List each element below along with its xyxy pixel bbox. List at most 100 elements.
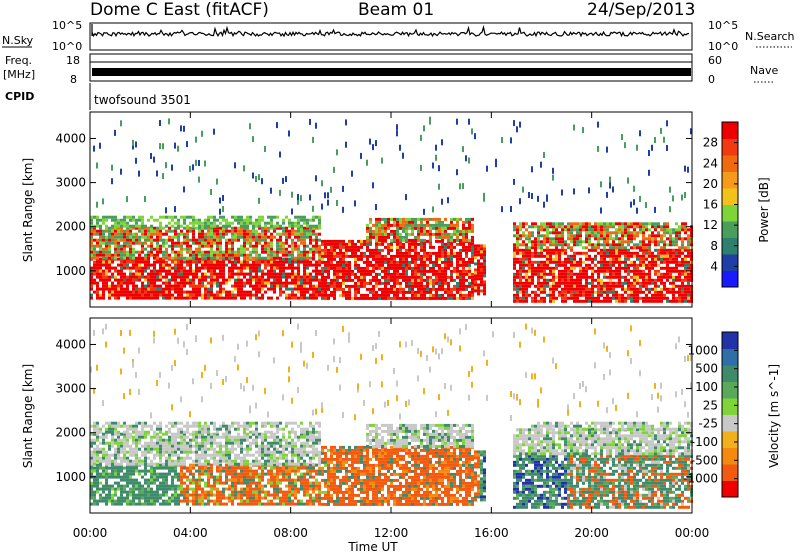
echo-cell [222,218,225,222]
echo-cell [102,499,105,503]
echo-cell [120,284,123,288]
echo-cell [186,290,189,294]
echo-cell [441,198,443,205]
echo-cell [519,257,522,261]
echo-cell [171,284,174,288]
echo-cell [90,244,93,248]
echo-cell [405,220,408,224]
echo-cell [153,441,156,445]
echo-cell [159,226,162,230]
echo-cell [336,269,339,273]
echo-cell [186,244,189,248]
echo-cell [567,269,570,273]
echo-cell [618,260,621,264]
echo-cell [99,260,102,264]
echo-cell [105,475,108,479]
echo-cell [477,244,480,248]
echo-cell [459,275,462,279]
y-tick-label: 4000 [55,131,86,145]
echo-cell [537,293,540,297]
echo-cell [654,281,657,285]
echo-cell [114,232,117,236]
echo-cell [657,290,660,294]
echo-cell [606,237,609,241]
echo-cell [558,231,561,235]
echo-cell [570,287,573,291]
echo-cell [567,243,570,247]
echo-cell [213,235,216,239]
echo-cell [447,281,450,285]
echo-cell [579,231,582,235]
echo-cell [315,269,318,273]
echo-cell [534,260,537,264]
echo-cell [162,260,165,264]
echo-cell [357,287,360,291]
echo-cell [105,466,108,470]
echo-cell [120,260,123,264]
echo-cell [591,269,594,273]
echo-cell [150,435,153,439]
echo-cell [429,278,432,282]
echo-cell [606,146,608,153]
echo-cell [144,263,147,267]
echo-cell [243,284,246,288]
echo-cell [117,250,120,254]
echo-cell [579,275,582,279]
echo-cell [171,287,174,291]
echo-cell [282,226,285,230]
echo-cell [417,229,420,233]
echo-cell [426,281,429,285]
echo-cell [645,272,648,276]
echo-cell [129,481,132,485]
echo-cell [444,257,447,261]
echo-cell [207,250,210,254]
echo-cell [234,215,237,219]
echo-cell [252,260,255,264]
echo-cell [477,286,480,290]
echo-cell [132,260,135,264]
echo-cell [597,225,600,229]
echo-cell [90,293,93,297]
echo-cell [165,281,168,285]
echo-cell [570,228,573,232]
echo-cell [270,235,273,239]
echo-cell [501,137,503,143]
echo-cell [462,278,465,282]
echo-cell [336,266,339,270]
echo-cell [144,232,147,236]
echo-cell [438,235,441,239]
echo-cell [618,293,621,297]
echo-cell [144,424,147,428]
echo-cell [384,272,387,276]
echo-cell [102,275,105,279]
echo-cell [168,235,171,239]
echo-cell [129,253,132,257]
echo-cell [132,235,135,239]
echo-cell [138,238,141,242]
echo-cell [582,266,585,270]
echo-cell [522,251,525,255]
echo-cell [543,243,546,247]
echo-cell [510,137,512,144]
echo-cell [273,260,276,264]
echo-cell [231,263,234,267]
echo-cell [153,281,156,285]
echo-cell [240,281,243,285]
echo-cell [192,241,195,245]
echo-cell [564,269,567,273]
echo-cell [453,251,456,255]
echo-cell [621,231,624,235]
echo-cell [483,292,486,296]
echo-cell [114,226,117,230]
echo-cell [573,284,576,288]
echo-cell [549,293,552,297]
echo-cell [234,281,237,285]
echo-cell [156,484,159,488]
echo-cell [456,284,459,288]
echo-cell [153,218,156,222]
echo-cell [609,260,612,264]
echo-cell [171,241,174,245]
echo-cell [354,248,357,252]
echo-cell [309,118,311,125]
echo-cell [483,247,486,251]
